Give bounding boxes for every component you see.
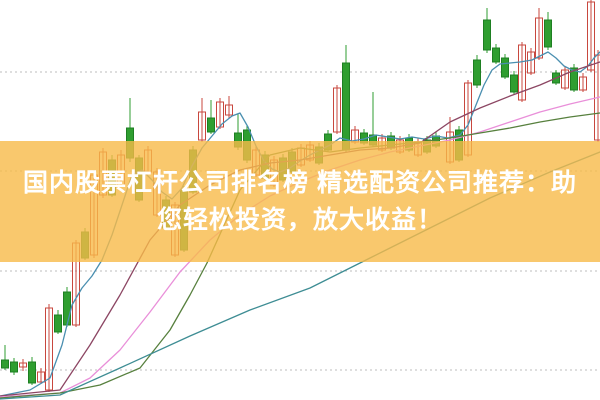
candle-up — [544, 19, 552, 48]
candle-up — [63, 291, 71, 326]
candle-down — [333, 87, 341, 133]
candle-down — [579, 76, 587, 91]
candle-down — [518, 44, 526, 101]
candle-up — [510, 74, 518, 93]
promo-text-line-2: 您轻松投资，放大收益！ — [156, 205, 443, 234]
candle-up — [342, 62, 350, 151]
candle-up — [1, 359, 9, 369]
candle-up — [483, 19, 491, 51]
candle-down — [535, 17, 543, 59]
candle-down — [561, 69, 569, 89]
candle-down — [19, 362, 27, 368]
promo-banner-overlay: 国内股票杠杆公司排名榜 精选配资公司推荐：助 您轻松投资，放大收益！ — [0, 141, 600, 262]
candle-up — [10, 361, 18, 373]
candle-up — [501, 57, 509, 78]
candle-up — [28, 361, 36, 384]
candle-up — [473, 59, 481, 86]
candle-up — [207, 117, 215, 133]
candle-down — [225, 104, 233, 116]
candle-down — [37, 371, 45, 383]
candle-up — [570, 67, 578, 91]
candle-up — [492, 47, 500, 63]
promo-text-line-1: 国内股票杠杆公司排名榜 精选配资公司推荐：助 — [23, 168, 577, 197]
candle-down — [587, 1, 595, 71]
candle-up — [54, 314, 62, 333]
candle-down — [198, 111, 206, 141]
candle-down — [527, 51, 535, 74]
candle-down — [45, 307, 53, 391]
candle-down — [594, 54, 600, 141]
